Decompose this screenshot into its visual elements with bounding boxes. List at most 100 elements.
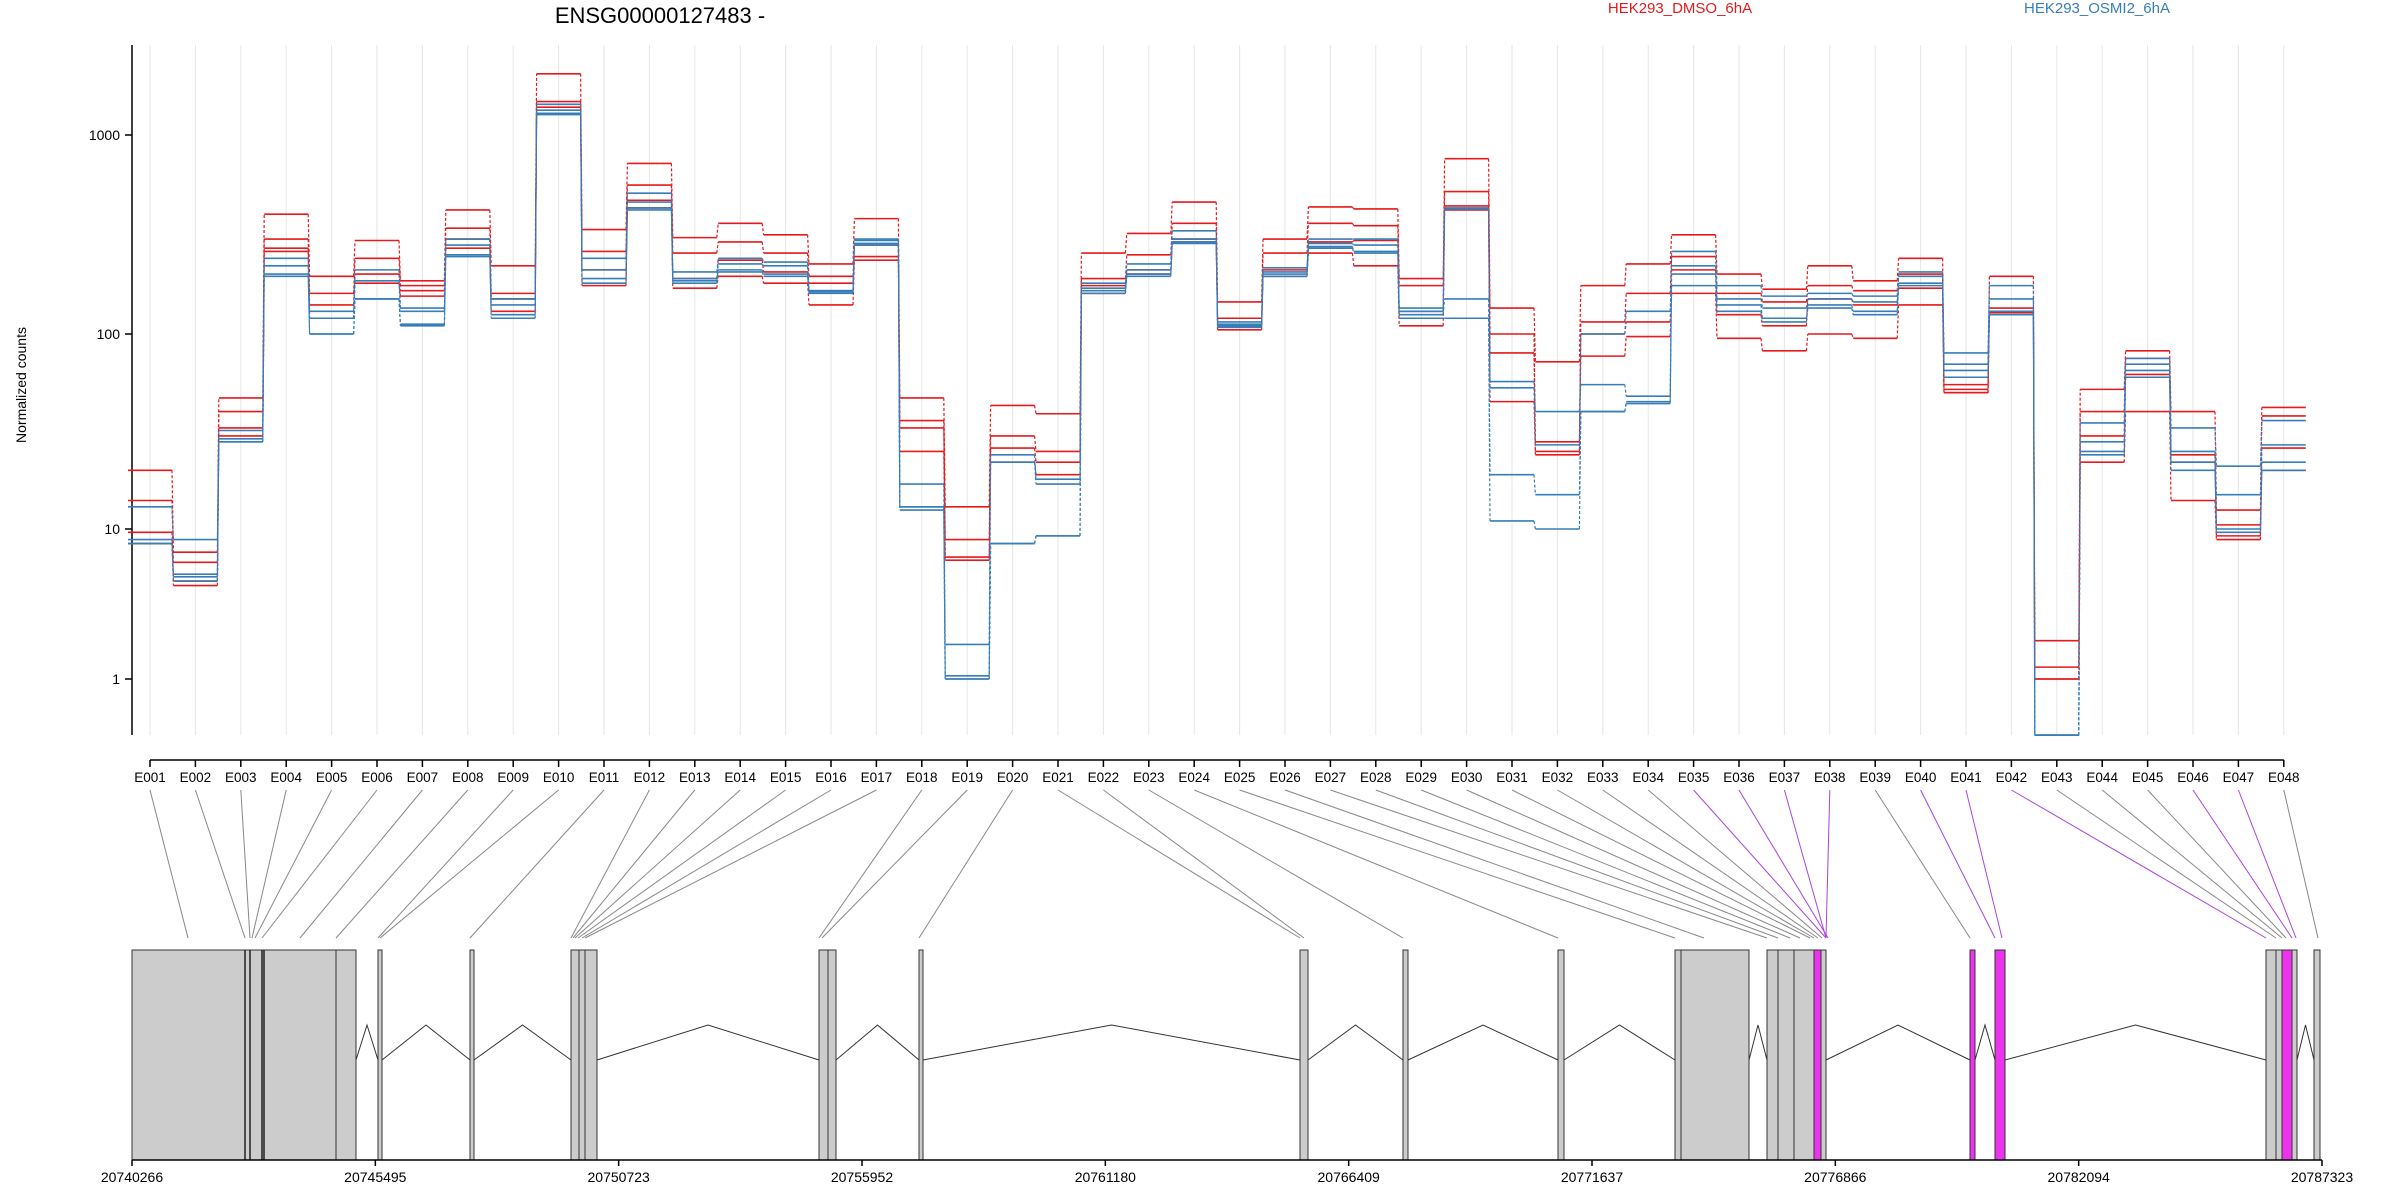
exon-block [1994, 949, 2006, 1161]
exon-label: E034 [1632, 770, 1664, 785]
exon-transition [1533, 387, 1536, 445]
exon-transition [171, 532, 174, 582]
exon-label: E048 [2268, 770, 2300, 785]
exon-transition [443, 256, 447, 326]
exon-transition [398, 280, 401, 312]
exon-connector [1647, 789, 1823, 939]
intron [2296, 1024, 2315, 1061]
exon-label: E003 [225, 770, 257, 785]
exon-transition [1805, 298, 1809, 309]
exon-transition [171, 500, 174, 563]
exon-label: E006 [361, 770, 393, 785]
exon-transition [1034, 462, 1037, 485]
y-axis: 1 10 100 1000 [89, 45, 133, 735]
exon-transition [1578, 333, 1582, 445]
exon-transition [2259, 470, 2263, 533]
exon-label: E027 [1315, 770, 1347, 785]
exon-block [1969, 949, 1976, 1161]
exon-transition [1578, 285, 1582, 362]
exon-label: E023 [1133, 770, 1165, 785]
exon-connector [335, 789, 469, 939]
intron [473, 1024, 572, 1061]
exon-transition [262, 276, 265, 442]
exon-transition [807, 283, 810, 305]
series-5 [128, 109, 2306, 736]
exon-connector [1511, 789, 1811, 939]
exon-label: E042 [1996, 770, 2028, 785]
exon-transition [1533, 381, 1536, 412]
exon-transition [1215, 202, 1219, 302]
exon-transition [2259, 444, 2263, 495]
exon-block [1680, 949, 1750, 1161]
coord-tick-label: 20776866 [1804, 1169, 1867, 1185]
exon-label: E031 [1496, 770, 1528, 785]
exon-block [469, 949, 475, 1161]
exon-transition [1669, 265, 1673, 312]
exon-transition [353, 240, 356, 277]
exon-connector [2011, 789, 2267, 939]
exon-transition [2123, 377, 2127, 455]
vertical-gridlines [149, 45, 2285, 735]
exon-transition [761, 269, 765, 275]
intron [1307, 1024, 1404, 1061]
exon-transition [1533, 308, 1536, 362]
exon-transition [807, 276, 810, 294]
exon-connector [1239, 789, 1676, 939]
exon-transition [1760, 338, 1763, 351]
exon-transition [1079, 293, 1083, 536]
exon-transition [1306, 206, 1309, 240]
exon-transition [534, 114, 538, 319]
exon-transition [1942, 285, 1945, 378]
exon-transition [988, 462, 992, 676]
exon-label: E010 [543, 770, 575, 785]
exon-block [2291, 949, 2298, 1161]
exon-connector [377, 789, 514, 939]
coord-tick-label: 20750723 [588, 1169, 651, 1185]
exon-block [2313, 949, 2321, 1161]
exon-transition [1805, 265, 1809, 290]
exon-block [249, 949, 263, 1161]
exon-transition [1351, 247, 1355, 254]
exon-transition [1170, 243, 1173, 277]
exon-transition [1760, 304, 1763, 319]
exon-transition [1170, 223, 1173, 255]
exon-transition [625, 209, 628, 284]
exon-block [1299, 949, 1309, 1161]
exon-transition [443, 228, 447, 286]
exon-transition [761, 263, 765, 267]
exon-transition [1351, 240, 1355, 243]
exon-transition [1442, 208, 1446, 312]
exon-transition [1760, 285, 1763, 297]
exon-label: E022 [1088, 770, 1120, 785]
exon-transition [353, 280, 356, 319]
exon-connector [1693, 789, 1827, 939]
exon-block [827, 949, 837, 1161]
exon-transition [1034, 535, 1037, 544]
exon-transition [1760, 293, 1763, 302]
exon-transition [1397, 253, 1400, 319]
exon-transition [716, 241, 719, 254]
exon-transition [262, 265, 265, 439]
exon-label: E019 [951, 770, 983, 785]
intron [835, 1024, 920, 1061]
exon-label: E026 [1269, 770, 1301, 785]
exon-label: E024 [1178, 770, 1210, 785]
exon-transition [1805, 285, 1809, 302]
exon-connector [574, 789, 741, 939]
exon-transition [1351, 243, 1355, 246]
exon-label: E005 [316, 770, 348, 785]
exon-transition [398, 298, 401, 326]
exon-transition [1351, 222, 1355, 227]
exon-transition [443, 254, 447, 325]
exon-block [1820, 949, 1827, 1161]
exon-connector [1284, 789, 1705, 939]
exon-label: E040 [1905, 770, 1937, 785]
exon-block [1813, 949, 1822, 1161]
exon-transition [897, 245, 901, 511]
exon-connector [572, 789, 696, 939]
exon-transition [1715, 274, 1718, 305]
exon-transition [1215, 243, 1219, 328]
exon-transition [2169, 377, 2172, 471]
exon-label: E013 [679, 770, 711, 785]
exon-transition [943, 510, 946, 680]
